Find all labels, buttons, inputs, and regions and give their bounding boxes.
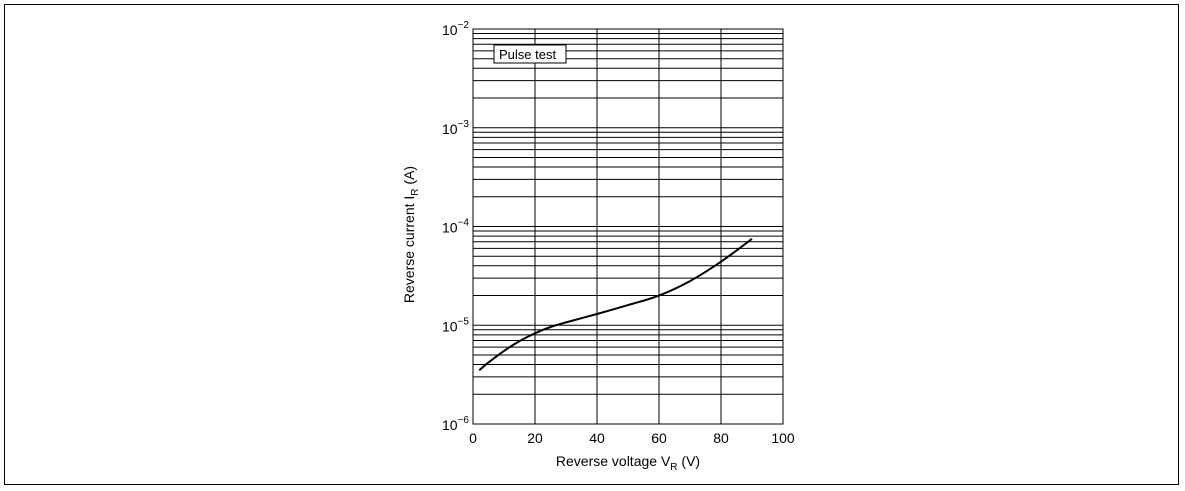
x-tick-label: 60: [651, 430, 667, 446]
x-tick-labels: 0 20 40 60 80 100: [469, 430, 795, 446]
y-axis-label-sub: R: [410, 188, 421, 195]
x-tick-label: 80: [713, 430, 729, 446]
figure-frame: [4, 4, 1179, 485]
annotation-label: Pulse test: [499, 47, 556, 62]
x-axis-label: Reverse voltage VR (V): [556, 453, 700, 473]
y-tick-label: 10−3: [442, 119, 469, 137]
x-axis-label-unit: (V): [678, 453, 701, 469]
x-tick-label: 40: [589, 430, 605, 446]
plot-border: [472, 28, 784, 425]
annotation-box: Pulse test: [493, 44, 567, 64]
y-tick-label: 10−4: [442, 218, 469, 236]
y-axis-label-unit: (A): [401, 166, 417, 189]
x-axis-label-sub: R: [670, 462, 677, 473]
grid: [473, 29, 783, 424]
y-axis-label-main: Reverse current I: [401, 196, 417, 303]
x-tick-label: 20: [527, 430, 543, 446]
y-tick-label: 10−6: [442, 415, 469, 433]
y-axis-label: Reverse current IR (A): [401, 166, 421, 303]
x-tick-label: 100: [771, 430, 795, 446]
x-tick-label: 0: [469, 430, 477, 446]
y-tick-label: 10−5: [442, 316, 469, 334]
y-tick-labels: 10−6 10−5 10−4 10−3 10−2: [442, 20, 469, 433]
y-tick-label: 10−2: [442, 20, 469, 38]
series-line: [478, 238, 753, 372]
x-axis-label-main: Reverse voltage V: [556, 453, 671, 469]
